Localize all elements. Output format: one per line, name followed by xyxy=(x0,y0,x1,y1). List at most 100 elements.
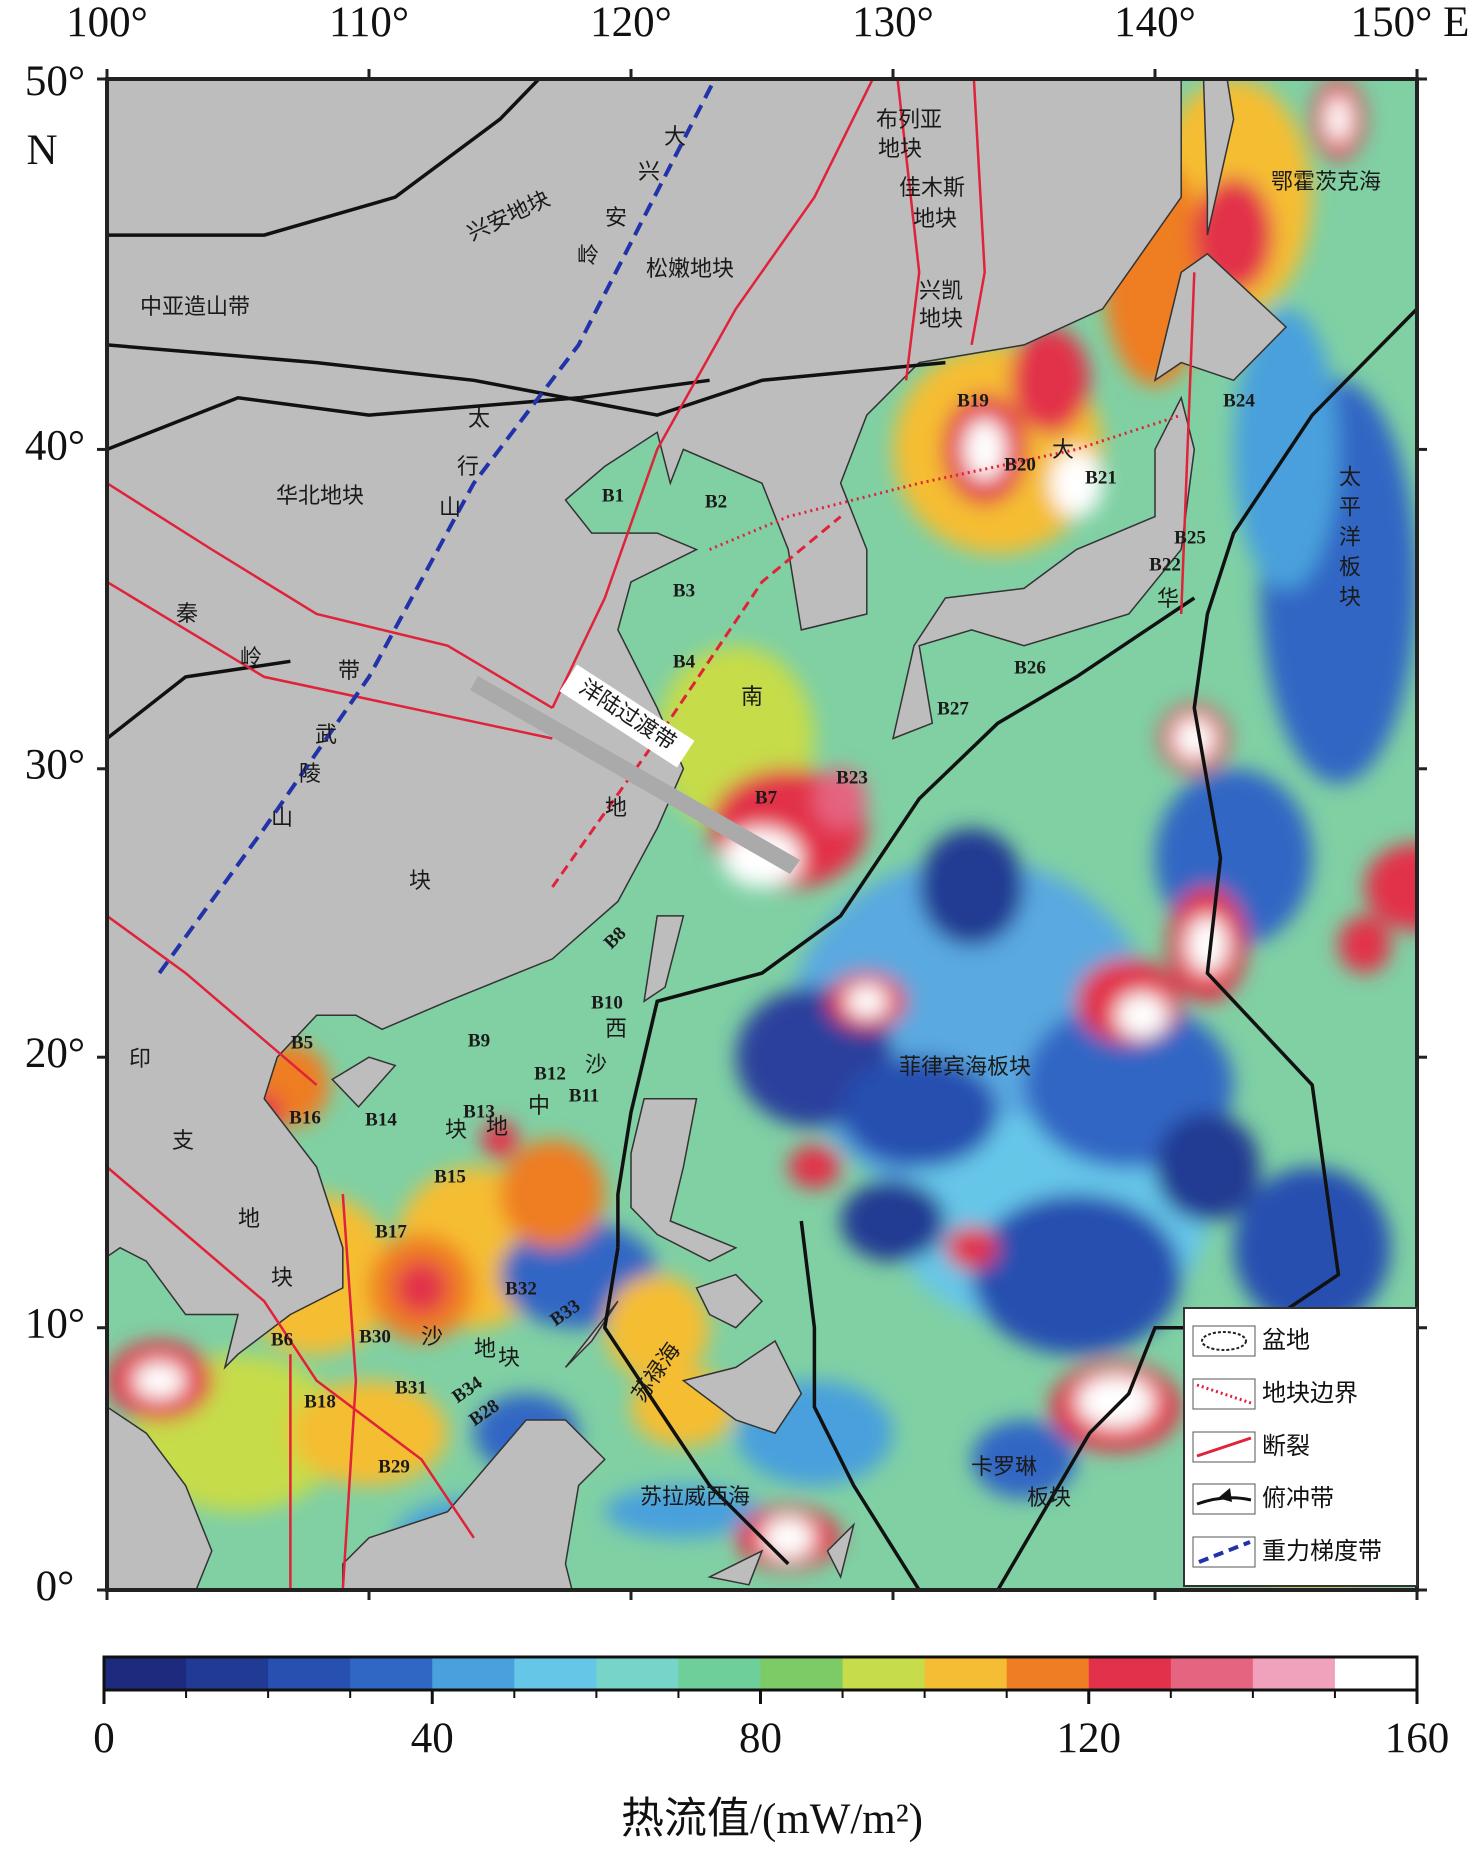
legend-basin-icon xyxy=(1201,1331,1247,1351)
colorbar-tick-label: 120 xyxy=(1057,1715,1122,1762)
colorbar-segment xyxy=(1252,1657,1336,1690)
basin-label: B15 xyxy=(434,1166,466,1187)
place-label: 地块 xyxy=(878,137,922,162)
colorbar-segment xyxy=(350,1657,433,1690)
place-label: 佳木斯 xyxy=(899,176,965,201)
x-tick-label: 150° E xyxy=(1351,0,1470,46)
colorbar-segment xyxy=(1170,1657,1254,1690)
heat-blob xyxy=(840,1057,998,1168)
basin-label: B12 xyxy=(534,1063,566,1084)
heat-blob xyxy=(845,984,888,1019)
place-label: 安 xyxy=(605,206,627,231)
basin-label: B16 xyxy=(289,1107,321,1128)
map-frame xyxy=(105,77,1419,1592)
colorbar-tick-label: 40 xyxy=(411,1715,454,1762)
land-area xyxy=(342,1419,606,1590)
colorbar-tick-label: 160 xyxy=(1385,1715,1450,1762)
place-label: 地 xyxy=(474,1337,496,1362)
legend-label: 地块边界 xyxy=(1262,1379,1358,1407)
basin-label: B11 xyxy=(569,1085,600,1106)
legend-icon-frame xyxy=(1192,1325,1256,1357)
land-area xyxy=(107,1406,213,1590)
heat-blob xyxy=(814,768,867,829)
colorbar-segment xyxy=(760,1657,844,1690)
basin-label: B17 xyxy=(375,1221,407,1242)
heat-blob xyxy=(1050,449,1103,518)
basin-label: B32 xyxy=(505,1278,537,1299)
heat-blob xyxy=(481,1120,519,1159)
place-label: 块 xyxy=(271,1266,293,1291)
legend-subduction-tooth xyxy=(1218,1488,1232,1502)
land-area xyxy=(1153,252,1288,383)
place-label: 中亚造山带 xyxy=(140,295,250,320)
place-label: 地块 xyxy=(913,207,957,232)
heat-blob xyxy=(762,1516,815,1559)
heat-blob xyxy=(971,1194,1182,1356)
y-tick-label: 20° xyxy=(25,1030,85,1077)
y-tick-label: 50° xyxy=(25,58,85,105)
x-tick-label: 130° xyxy=(852,0,934,46)
place-label: 地块 xyxy=(919,307,963,332)
basin-label: B3 xyxy=(673,580,695,601)
heat-blob xyxy=(1010,326,1090,434)
place-label: 带 xyxy=(338,659,360,684)
heat-blob xyxy=(395,1261,448,1315)
place-label: 松嫩地块 xyxy=(646,257,734,282)
fault xyxy=(1179,272,1196,615)
place-label: 大 xyxy=(1052,438,1074,463)
place-label: 苏拉威西海 xyxy=(640,1485,750,1510)
place-label: 太平洋板块 xyxy=(1335,465,1361,615)
fault xyxy=(107,1166,475,1539)
land-area xyxy=(891,395,1196,740)
place-label: 兴 xyxy=(638,160,660,185)
colorbar-segment xyxy=(432,1657,515,1690)
place-label: 地 xyxy=(486,1115,508,1140)
heat-blob xyxy=(1155,1112,1260,1222)
colorbar-segment xyxy=(1006,1657,1090,1690)
colorbar-segment xyxy=(596,1657,679,1690)
heat-blob xyxy=(1186,915,1229,974)
basin-label: B1 xyxy=(602,485,624,506)
fault xyxy=(551,79,875,709)
land-area xyxy=(826,1522,856,1580)
place-label: 卡罗琳 xyxy=(971,1455,1037,1480)
legend-icon-frame xyxy=(1192,1378,1256,1410)
place-label: 块 xyxy=(498,1346,520,1371)
place-label: 岭 xyxy=(240,646,262,671)
basin-label: B19 xyxy=(957,390,989,411)
basin-label: B13 xyxy=(463,1101,495,1122)
place-label: 印 xyxy=(129,1047,151,1072)
fault xyxy=(107,580,553,740)
heat-blob xyxy=(1076,1375,1155,1428)
legend-label: 俯冲带 xyxy=(1262,1484,1334,1512)
place-label: 西 xyxy=(605,1017,627,1042)
basin-label: B10 xyxy=(591,992,623,1013)
place-label: 武 xyxy=(315,723,337,748)
place-label: 块 xyxy=(445,1118,467,1143)
place-label: 沙 xyxy=(421,1325,443,1350)
heat-blob xyxy=(290,1380,448,1486)
place-label: 兴凯 xyxy=(919,279,963,304)
colorbar-segment xyxy=(678,1657,761,1690)
subduction-zone xyxy=(616,596,1196,1248)
place-label: 太 xyxy=(468,407,490,432)
land-area xyxy=(630,1097,738,1263)
fault xyxy=(341,1194,358,1590)
basin-label: B26 xyxy=(1014,657,1046,678)
heat-blob xyxy=(971,1420,1077,1499)
basin-label: B14 xyxy=(365,1109,397,1130)
lat-unit: N xyxy=(26,127,57,174)
label-background xyxy=(559,664,695,768)
place-label: 岭 xyxy=(577,244,599,269)
axes: 100° 110° 120° 130° 140° 150° E 0° 10° 20° 30° 40°… xyxy=(25,0,1469,1610)
legend-fault-icon xyxy=(1196,1436,1252,1458)
place-label: 菲律宾海板块 xyxy=(899,1055,1031,1080)
basin-label: B21 xyxy=(1085,467,1117,488)
x-tick-label: 120° xyxy=(590,0,672,46)
place-label: 鄂霍茨克海 xyxy=(1271,170,1381,195)
heat-blob xyxy=(133,1362,186,1400)
basin-label: B20 xyxy=(1004,454,1036,475)
land-area xyxy=(1202,79,1235,236)
place-label: 板块 xyxy=(1027,1486,1071,1511)
heat-blob xyxy=(1233,1166,1391,1329)
